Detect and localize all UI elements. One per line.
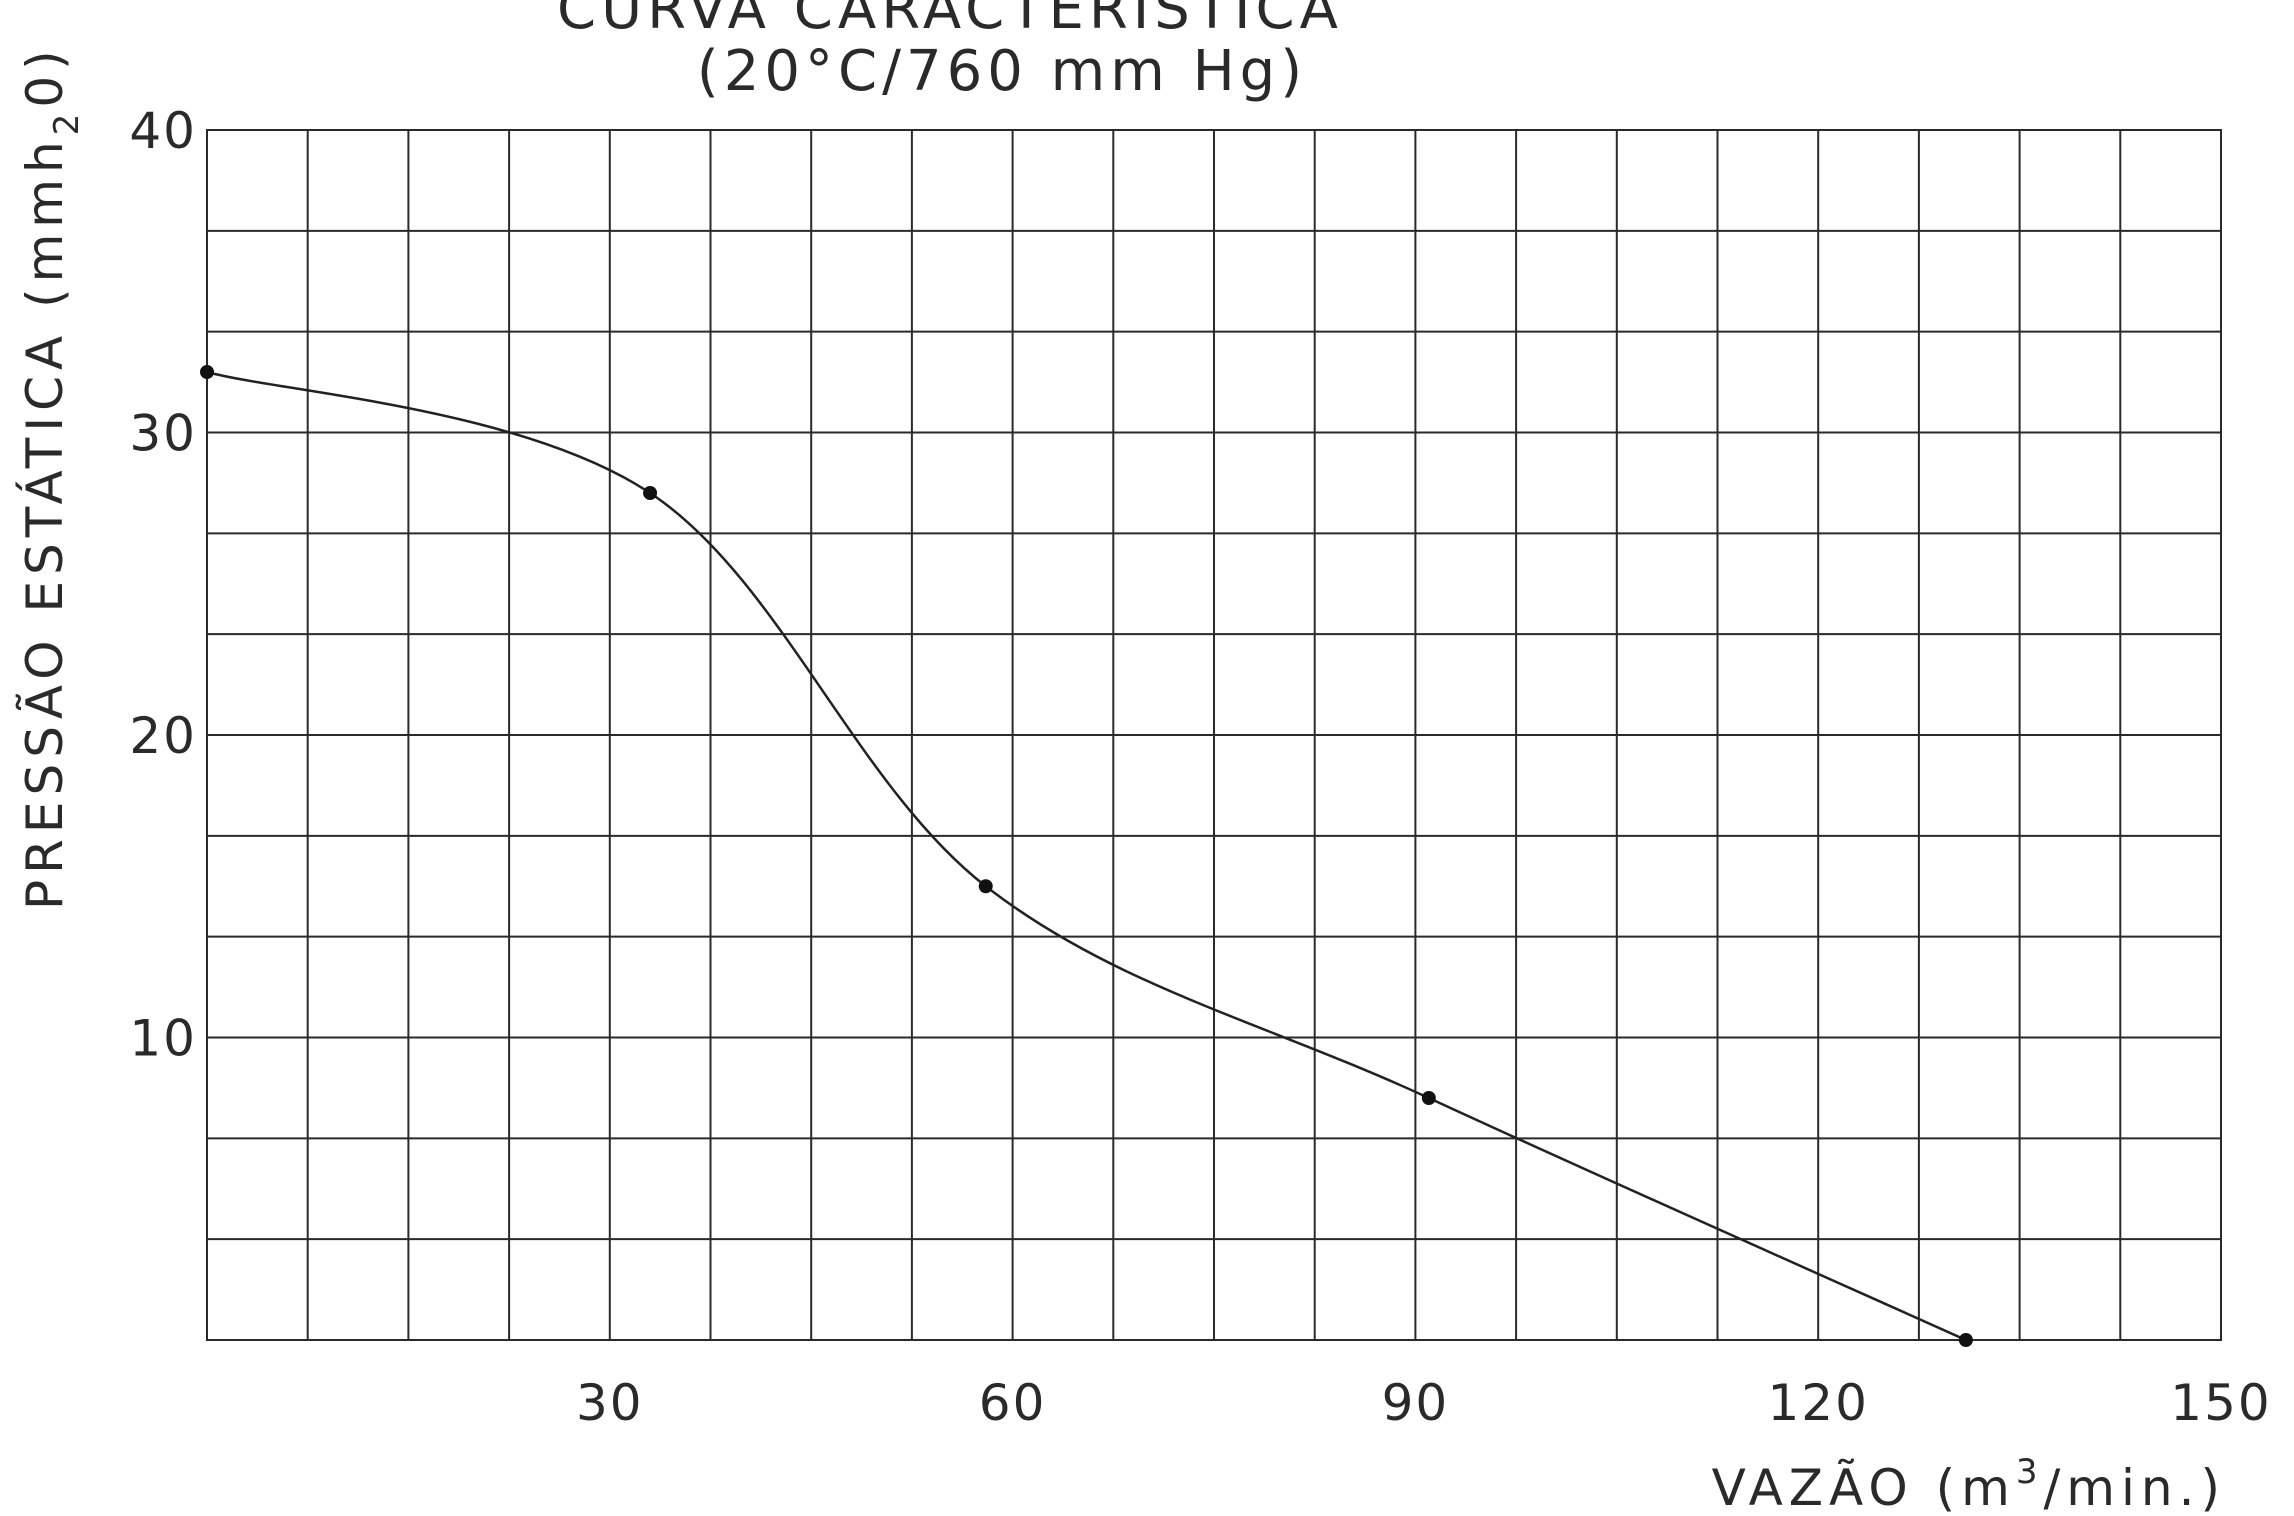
x-tick-label: 60 [979, 1374, 1047, 1432]
y-tick-labels: 10 20 30 40 [129, 102, 197, 1068]
grid [207, 130, 2221, 1340]
chart-title: CURVA CARACTERÍSTICA [557, 0, 1343, 42]
x-tick-label: 120 [1767, 1374, 1868, 1432]
chart-subtitle: (20°C/760 mm Hg) [697, 39, 1307, 104]
x-tick-label: 30 [576, 1374, 644, 1432]
data-point [978, 879, 993, 894]
x-tick-labels: 30 60 90 120 150 [576, 1374, 2271, 1432]
x-tick-label: 150 [2170, 1374, 2271, 1432]
data-point [1958, 1333, 1973, 1347]
y-tick-label: 10 [129, 1010, 197, 1068]
series-line [206, 370, 1967, 1342]
x-tick-label: 90 [1382, 1374, 1450, 1432]
data-point [200, 365, 214, 379]
plot-frame [206, 129, 2222, 1341]
y-tick-label: 20 [129, 707, 197, 765]
x-axis-label: VAZÃO (m3/min.) [1712, 1452, 2226, 1516]
data-point [1421, 1091, 1436, 1105]
y-axis-label: PRESSÃO ESTÁTICA (mmh20) [15, 44, 87, 910]
data-point [643, 486, 658, 500]
y-tick-label: 30 [129, 405, 197, 463]
y-tick-label: 40 [129, 102, 197, 160]
curve-layer [200, 365, 1973, 1347]
